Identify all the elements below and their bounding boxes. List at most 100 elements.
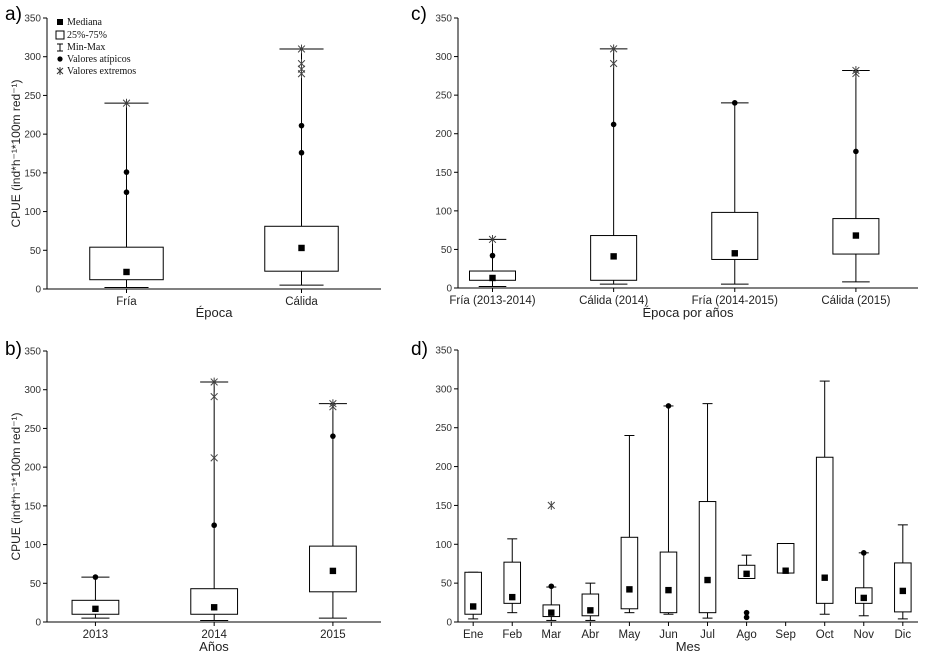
x-tick-label: Fría (2013-2014) — [449, 295, 535, 307]
box-oct: Oct — [815, 380, 835, 641]
legend-median-swatch — [57, 19, 63, 25]
x-tick-label: Ene — [463, 629, 483, 641]
y-tick-label: 200 — [435, 462, 452, 473]
median-marker — [123, 268, 130, 276]
y-tick-label: 150 — [24, 168, 41, 179]
outlier-point — [298, 149, 305, 156]
box-fr-a: Fría — [89, 98, 164, 308]
y-tick-label: 200 — [24, 463, 41, 474]
y-tick-label: 0 — [35, 618, 41, 629]
y-tick-label: 0 — [446, 284, 452, 295]
iqr-box — [581, 593, 600, 617]
extreme-point — [122, 98, 131, 108]
median-marker — [821, 574, 828, 581]
outlier-point — [92, 574, 99, 580]
y-tick-label: 350 — [435, 14, 452, 25]
y-tick-label: 200 — [435, 129, 452, 140]
median-marker — [852, 232, 860, 239]
y-tick-label: 350 — [24, 14, 41, 25]
y-tick-label: 0 — [446, 618, 452, 629]
y-tick-label: 100 — [435, 206, 452, 217]
box-c-lida: Cálida — [264, 44, 339, 308]
y-tick-label: 150 — [24, 501, 41, 512]
y-tick-label: 50 — [30, 579, 42, 590]
box-sep: Sep — [775, 543, 796, 641]
box-2013: 2013 — [71, 574, 120, 641]
y-tick-label: 100 — [24, 207, 41, 218]
x-tick-label: Fría — [116, 296, 137, 308]
outlier-point — [731, 100, 738, 106]
y-tick-label: 200 — [24, 130, 41, 141]
box-2014: 2014 — [190, 377, 239, 641]
outlier-point — [743, 609, 750, 616]
x-axis-label: Mes — [676, 639, 701, 654]
extreme-point — [488, 235, 497, 244]
y-tick-label: 0 — [35, 285, 41, 296]
extreme-point — [609, 59, 618, 68]
y-tick-label: 50 — [441, 245, 453, 256]
box-feb: Feb — [502, 538, 522, 641]
panel-label: a) — [5, 4, 22, 25]
extreme-point — [297, 44, 306, 54]
x-tick-label: Jul — [700, 629, 715, 641]
y-tick-label: 150 — [435, 501, 452, 512]
outlier-point — [860, 550, 867, 556]
iqr-box — [711, 211, 759, 260]
legend-outlier-swatch — [57, 56, 63, 62]
extreme-point — [329, 399, 337, 409]
box-ene: Ene — [463, 571, 483, 641]
median-marker — [469, 603, 477, 610]
box-mar: Mar — [541, 501, 561, 641]
outlier-point — [548, 583, 555, 590]
x-axis-label: Época por años — [642, 305, 734, 320]
iqr-box — [815, 456, 834, 604]
x-tick-label: Oct — [816, 629, 835, 641]
box-fr-a-2014-2015: Fría (2014-2015) — [692, 100, 778, 307]
outlier-point — [610, 121, 617, 128]
x-tick-label: Cálida (2015) — [821, 295, 890, 307]
legend-outlier-label: Valores atípicos — [67, 54, 131, 65]
box-nov: Nov — [854, 550, 875, 641]
outlier-point — [211, 522, 217, 529]
x-tick-label: Mar — [541, 629, 561, 641]
y-tick-label: 50 — [441, 579, 453, 590]
median-marker — [610, 253, 617, 260]
box-fr-a-2013-2014: Fría (2013-2014) — [449, 235, 536, 307]
box-c-lida-2015: Cálida (2015) — [821, 66, 891, 307]
y-tick-label: 350 — [435, 346, 452, 357]
iqr-box — [698, 501, 717, 614]
box-ago: Ago — [736, 554, 757, 641]
legend-extreme-swatch — [56, 67, 64, 75]
x-tick-label: Feb — [502, 629, 522, 641]
x-tick-label: Ago — [736, 629, 756, 641]
outlier-point — [298, 122, 305, 129]
extreme-point — [609, 44, 618, 54]
y-tick-label: 300 — [24, 52, 41, 63]
median-marker — [489, 274, 496, 282]
y-tick-label: 250 — [24, 91, 41, 102]
median-marker — [298, 244, 305, 252]
extreme-point — [297, 59, 306, 69]
panel-d: 0 50 100 150 200 250 300 350 d) Mes Ene Feb Mar Abr Ma… — [411, 339, 918, 654]
extreme-point — [210, 392, 218, 402]
box-c-lida-2014: Cálida (2014) — [579, 44, 648, 307]
iqr-box — [503, 561, 522, 604]
x-tick-label: Nov — [854, 629, 875, 641]
extreme-point — [210, 377, 218, 387]
y-tick-label: 150 — [435, 168, 452, 179]
y-tick-label: 300 — [435, 384, 452, 395]
box-dic: Dic — [894, 524, 912, 641]
extreme-point — [852, 66, 860, 75]
iqr-box — [464, 571, 482, 615]
panel-label: c) — [411, 4, 427, 25]
box-jun: Jun — [659, 403, 678, 641]
panel-label: d) — [411, 339, 428, 360]
outlier-point — [665, 403, 672, 409]
x-tick-label: 2013 — [83, 629, 109, 641]
median-marker — [548, 609, 555, 616]
box-may: May — [619, 434, 641, 641]
median-marker — [704, 576, 711, 584]
y-axis-label: CPUE (ind*h⁻¹*100m red⁻¹) — [9, 79, 23, 227]
